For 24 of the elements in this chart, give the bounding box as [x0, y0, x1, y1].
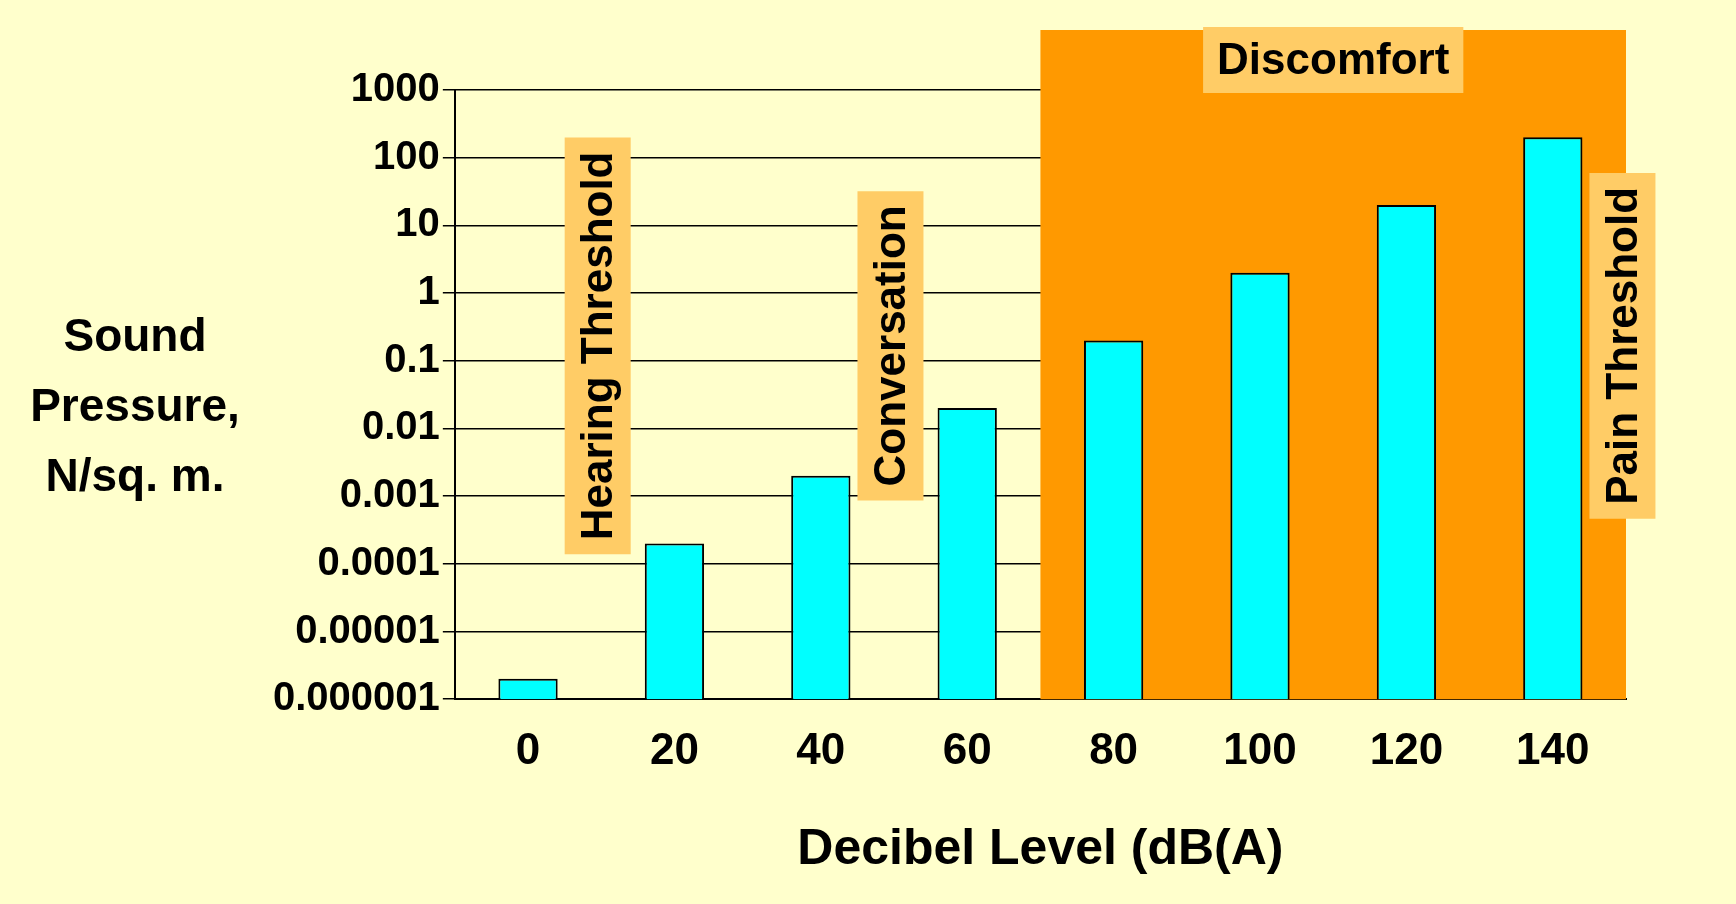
x-axis-title: Decibel Level (dB(A) [797, 818, 1284, 875]
x-tick-label: 60 [942, 723, 992, 773]
x-tick-label: 40 [796, 723, 846, 773]
x-tick-label: 0 [515, 723, 541, 773]
y-tick-label: 0.1 [384, 335, 440, 380]
x-tick-label: 80 [1089, 723, 1139, 773]
x-tick-label: 20 [649, 723, 699, 773]
band-label: Discomfort [1217, 34, 1450, 84]
annotation: Pain Threshold [1596, 186, 1646, 505]
y-tick-label: 1 [417, 268, 440, 313]
annotation: Conversation [864, 205, 914, 487]
y-tick-label: 0.0001 [317, 538, 440, 583]
y-tick-label: 0.001 [339, 471, 440, 516]
y-tick-label: 10 [395, 200, 440, 245]
y-axis-title: Sound Pressure, N/sq. m. [29, 308, 241, 503]
x-tick-label: 100 [1223, 723, 1297, 773]
y-tick-label: 0.000001 [272, 674, 440, 719]
y-tick-label: 0.00001 [295, 606, 440, 651]
y-tick-label: 0.01 [361, 403, 440, 448]
y-tick-label: 100 [373, 132, 440, 177]
x-tick-label: 120 [1369, 723, 1444, 773]
x-tick-label: 140 [1516, 723, 1590, 773]
y-tick-label: 1000 [350, 65, 440, 110]
annotation: Hearing Threshold [571, 151, 621, 541]
